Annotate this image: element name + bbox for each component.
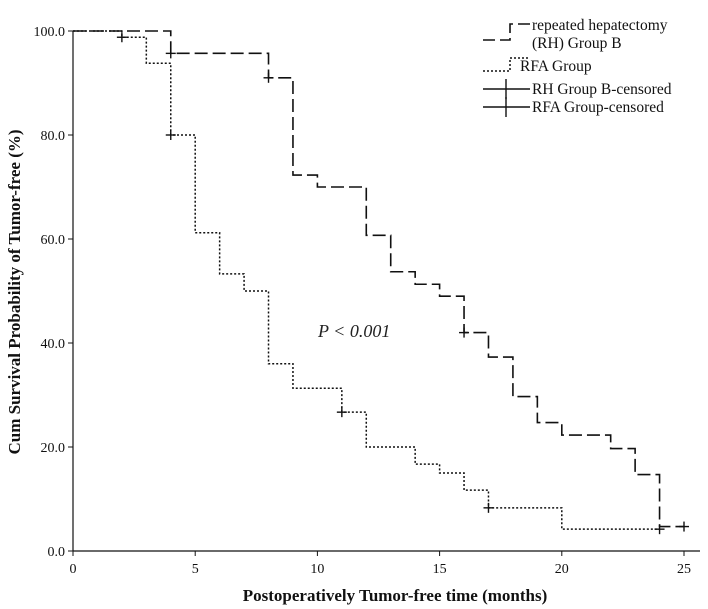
censor-mark-rh — [165, 48, 176, 59]
series-layer — [73, 30, 684, 530]
legend-swatch-rh — [483, 23, 530, 41]
legend-label-rh-line1: repeated hepatectomy — [532, 17, 668, 34]
y-tick-label: 80.0 — [41, 129, 66, 144]
legend-item-rfa-censored: RFA Group-censored — [483, 97, 664, 117]
censor-marks — [116, 32, 689, 535]
censor-mark-rfa — [483, 502, 494, 513]
p-value-annotation: P < 0.001 — [317, 321, 390, 341]
plot-area-frame — [72, 31, 700, 552]
legend-label-rh-censored: RH Group B-censored — [532, 81, 672, 98]
legend-label-rfa-censored: RFA Group-censored — [532, 99, 664, 116]
x-tick-label: 25 — [677, 562, 691, 577]
censor-mark-rh — [263, 72, 274, 83]
legend-label-rfa: RFA Group — [520, 58, 592, 75]
series-line-rh — [73, 30, 684, 528]
censor-mark-rfa — [336, 407, 347, 418]
legend-item-rh: repeated hepatectomy (RH) Group B — [483, 17, 668, 52]
x-tick-label: 10 — [310, 562, 324, 577]
x-tick-label: 20 — [555, 562, 569, 577]
axis-ticks: 0 5 10 15 20 25 0.0 20.0 40.0 60.0 80.0 100.0 — [34, 25, 692, 577]
legend-swatch-rfa — [483, 57, 528, 72]
x-tick-label: 5 — [192, 562, 199, 577]
legend-label-rh-line2: (RH) Group B — [532, 35, 622, 52]
legend: repeated hepatectomy (RH) Group B RFA Gr… — [483, 17, 672, 117]
y-axis-title: Cum Survival Probability of Tumor-free (… — [5, 129, 24, 454]
y-tick-label: 20.0 — [41, 441, 66, 456]
x-tick-label: 0 — [70, 562, 77, 577]
y-tick-label: 100.0 — [34, 25, 66, 40]
x-axis-title: Postoperatively Tumor-free time (months) — [243, 586, 548, 605]
series-line-rfa — [73, 30, 660, 530]
legend-item-rh-censored: RH Group B-censored — [483, 79, 672, 99]
censor-mark-rfa — [654, 524, 665, 535]
legend-item-rfa: RFA Group — [483, 57, 592, 75]
censor-mark-rfa — [116, 32, 127, 43]
x-tick-label: 15 — [433, 562, 447, 577]
censor-mark-rh — [679, 521, 689, 532]
censor-mark-rfa — [165, 130, 176, 140]
censor-mark-rh — [459, 327, 470, 338]
y-tick-label: 40.0 — [41, 337, 66, 352]
y-tick-label: 0.0 — [48, 545, 66, 560]
y-tick-label: 60.0 — [41, 233, 66, 248]
